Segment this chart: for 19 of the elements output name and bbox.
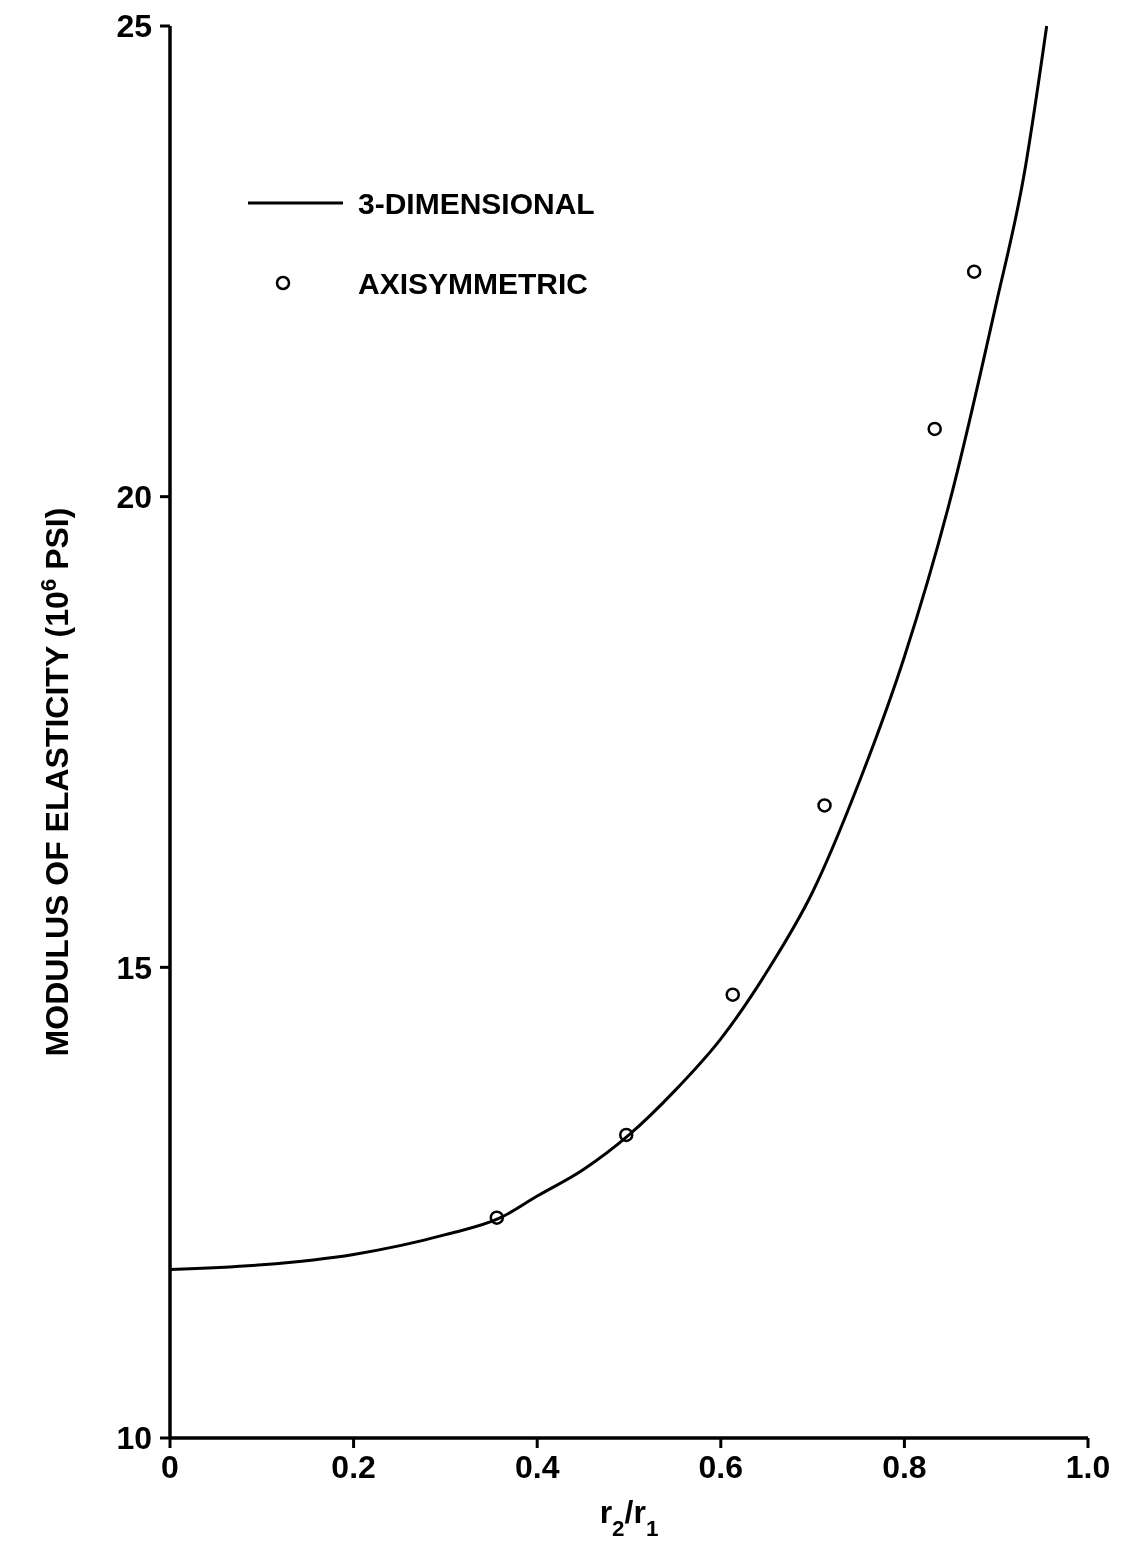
point [927,421,942,437]
point [619,1127,634,1143]
legend-label: AXISYMMETRIC [358,266,589,300]
legend-label: 3-DIMENSIONAL [358,186,595,220]
point [966,264,982,279]
x-tick-label: 0.4 [514,1449,560,1485]
y-tick-label: 25 [116,8,152,45]
point [725,987,740,1002]
y-tick-label: 10 [116,1420,152,1457]
x-tick-label: 1.0 [1065,1449,1111,1485]
x-tick-label: 0.8 [882,1449,927,1485]
y-tick-label: 20 [116,478,152,515]
point [817,798,832,813]
x-tick-label: 0.6 [698,1449,744,1485]
point [489,1210,505,1225]
x-tick-label: 0 [161,1449,179,1485]
x-tick-label: 0.2 [331,1449,376,1485]
x-axis-title: r$_{2}$/r$_{1}$ [599,1494,659,1541]
y-tick-label: 15 [116,949,152,986]
